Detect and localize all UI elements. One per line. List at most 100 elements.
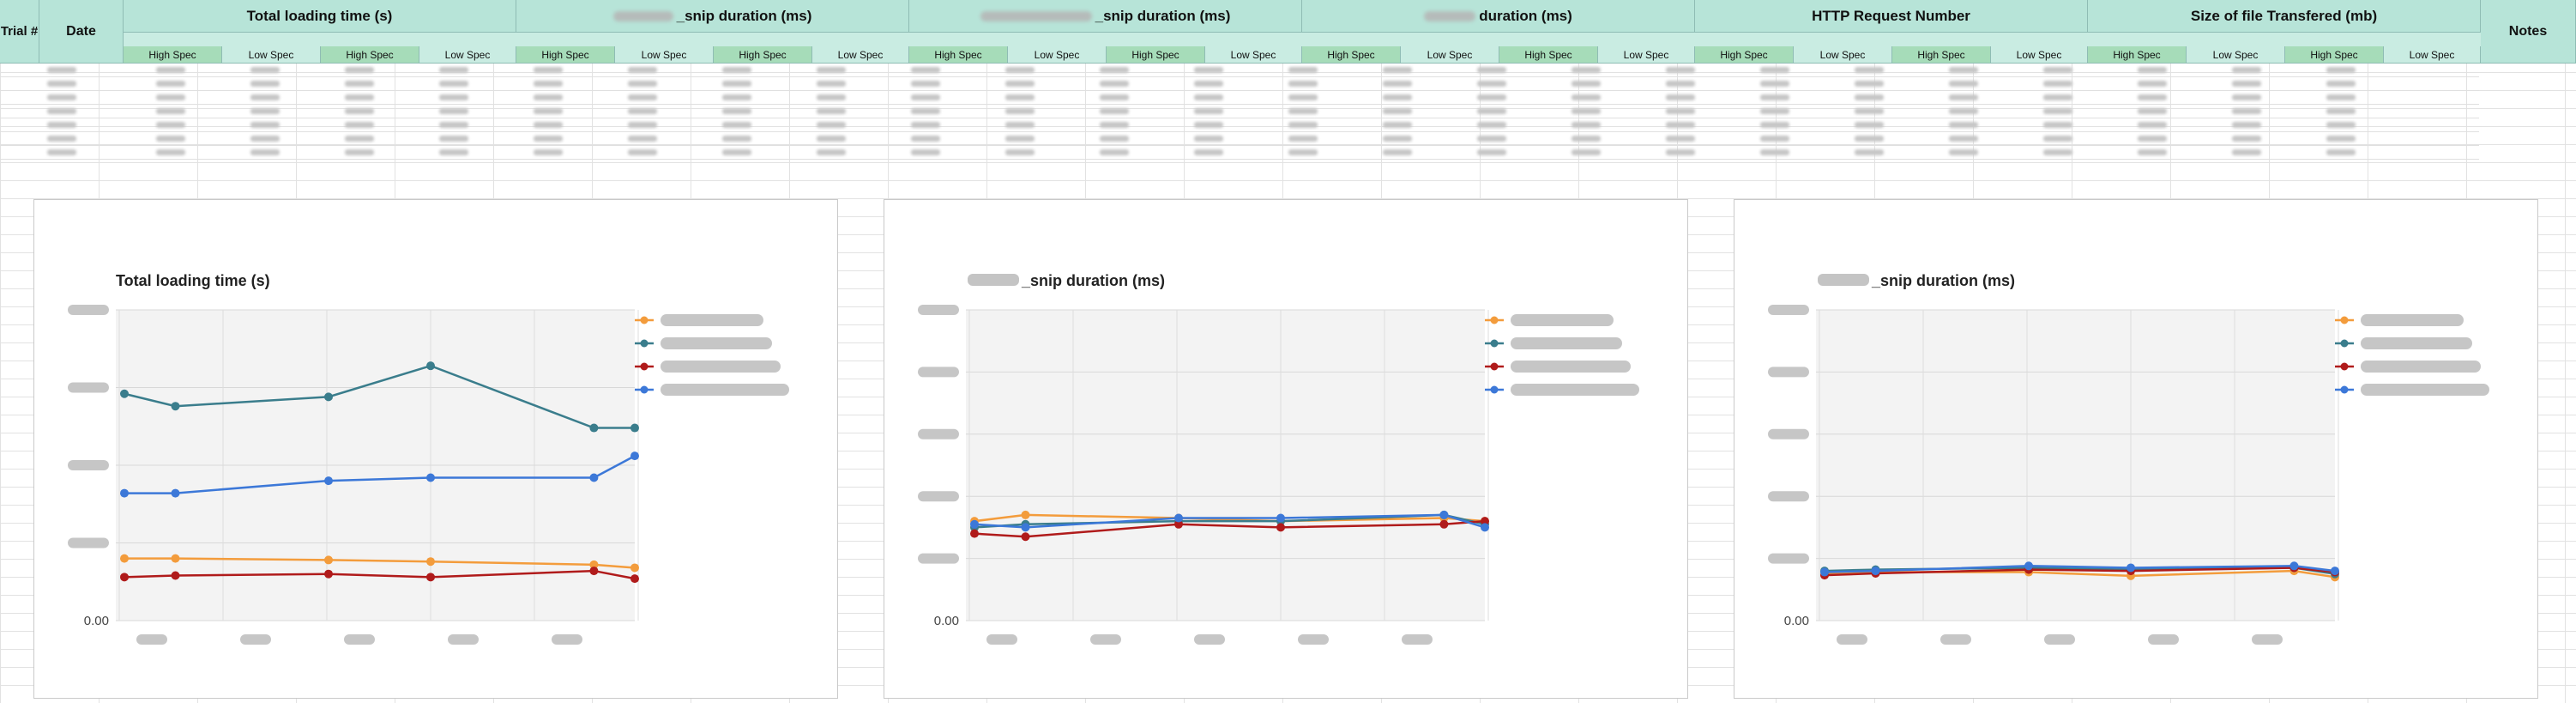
data-point (970, 519, 979, 529)
group-header-duration[interactable]: duration (ms) (1302, 0, 1695, 33)
redacted-cell (218, 94, 312, 100)
subheader-cell[interactable]: High Spec (1892, 46, 1991, 64)
redacted-cell (973, 81, 1067, 87)
redacted-cell (2105, 136, 2199, 142)
redacted-tick (1194, 634, 1225, 645)
table-row[interactable] (0, 118, 2479, 132)
chart-panel-1[interactable]: Total loading time (s) 0.00 (33, 199, 838, 699)
redacted-cell (784, 108, 878, 114)
redacted-cell (1445, 108, 1539, 114)
redacted-cell (1822, 81, 1916, 87)
subheader-cell[interactable]: Low Spec (1205, 46, 1302, 64)
group-header-total-loading[interactable]: Total loading time (s) (124, 0, 516, 33)
group-header-snip-2[interactable]: _snip duration (ms) (909, 0, 1302, 33)
table-row[interactable] (0, 146, 2479, 160)
subheader-cell[interactable]: High Spec (2088, 46, 2187, 64)
redacted-cell (218, 122, 312, 128)
redacted-cell (595, 108, 690, 114)
redacted-text (1818, 274, 1869, 286)
redacted-cell (1728, 67, 1822, 73)
redacted-cell (784, 136, 878, 142)
subheader-cell[interactable]: Low Spec (1598, 46, 1695, 64)
subheader-cell[interactable]: High Spec (714, 46, 812, 64)
redacted-cell (878, 149, 973, 155)
subheader-cell[interactable]: High Spec (1302, 46, 1401, 64)
redacted-cell (784, 81, 878, 87)
series-line (124, 569, 636, 580)
table-row[interactable] (0, 77, 2479, 91)
legend-marker (640, 385, 649, 394)
redacted-cell (878, 81, 973, 87)
redacted-tick (918, 367, 959, 378)
notes-header[interactable]: Notes (2481, 0, 2576, 64)
redacted-cell (690, 149, 784, 155)
redacted-cell (690, 94, 784, 100)
subheader-cell[interactable]: High Spec (321, 46, 419, 64)
redacted-cell (2011, 67, 2105, 73)
trial-header[interactable]: Trial # (0, 0, 39, 64)
chart-panel-3[interactable]: _snip duration (ms) 0.00 (1734, 199, 2538, 699)
subheader-cell[interactable]: Low Spec (615, 46, 714, 64)
subheader-cell[interactable]: Low Spec (419, 46, 516, 64)
group-header-snip-2-label: _snip duration (ms) (1095, 7, 1231, 24)
redacted-cell (1256, 108, 1350, 114)
group-header-http[interactable]: HTTP Request Number (1695, 0, 2088, 33)
data-point (1871, 567, 1880, 576)
subheader-cell[interactable]: High Spec (909, 46, 1008, 64)
data-point (171, 554, 180, 563)
redacted-cell (1350, 81, 1445, 87)
redacted-cell (973, 136, 1067, 142)
data-point (324, 555, 333, 565)
subheader-cell[interactable]: Low Spec (222, 46, 321, 64)
subheader-cell[interactable]: High Spec (1695, 46, 1794, 64)
redacted-tick (2252, 634, 2283, 645)
redacted-cell (407, 149, 501, 155)
subheader-row: High Spec Low Spec High Spec Low Spec High S… (124, 46, 2481, 64)
subheader-cell[interactable]: Low Spec (1991, 46, 2088, 64)
subheader-cell[interactable]: Low Spec (1794, 46, 1892, 64)
redacted-cell (0, 67, 124, 73)
subheader-cell[interactable]: High Spec (1107, 46, 1205, 64)
redacted-cell (1633, 81, 1728, 87)
subheader-cell[interactable]: Low Spec (2384, 46, 2481, 64)
subheader-cell[interactable]: High Spec (516, 46, 615, 64)
redacted-cell (2011, 108, 2105, 114)
table-row[interactable] (0, 91, 2479, 105)
subheader-cell[interactable]: Low Spec (2187, 46, 2285, 64)
subheader-cell[interactable]: High Spec (124, 46, 222, 64)
data-point (1021, 532, 1030, 542)
redacted-cell (1728, 136, 1822, 142)
data-point (1481, 517, 1489, 526)
date-header[interactable]: Date (39, 0, 124, 64)
group-header-file-size[interactable]: Size of file Transfered (mb) (2088, 0, 2481, 33)
redacted-cell (878, 94, 973, 100)
redacted-cell (0, 122, 124, 128)
redacted-tick (1768, 367, 1809, 378)
group-header-snip-1[interactable]: _snip duration (ms) (516, 0, 909, 33)
redacted-cell (2294, 67, 2388, 73)
redacted-cell (1539, 94, 1633, 100)
redacted-cell (1350, 122, 1445, 128)
subheader-cell[interactable]: High Spec (1499, 46, 1598, 64)
subheader-cell[interactable]: High Spec (2285, 46, 2384, 64)
redacted-tick (68, 460, 109, 470)
data-point (120, 554, 129, 563)
redacted-cell (2105, 108, 2199, 114)
subheader-cell[interactable]: Low Spec (812, 46, 909, 64)
redacted-cell (1539, 136, 1633, 142)
redacted-cell (1350, 108, 1445, 114)
table-row[interactable] (0, 64, 2479, 77)
subheader-cell[interactable]: Low Spec (1401, 46, 1499, 64)
table-row[interactable] (0, 132, 2479, 146)
redacted-cell (2105, 67, 2199, 73)
legend-marker (1490, 316, 1499, 324)
redacted-cell (1822, 149, 1916, 155)
subheader-cell[interactable]: Low Spec (1008, 46, 1107, 64)
redacted-cell (501, 108, 595, 114)
redacted-cell (124, 122, 218, 128)
chart-panel-2[interactable]: _snip duration (ms) 0.00 (884, 199, 1688, 699)
table-row[interactable] (0, 105, 2479, 118)
data-point (589, 473, 599, 482)
redacted-cell (784, 67, 878, 73)
legend-marker (2340, 316, 2349, 324)
